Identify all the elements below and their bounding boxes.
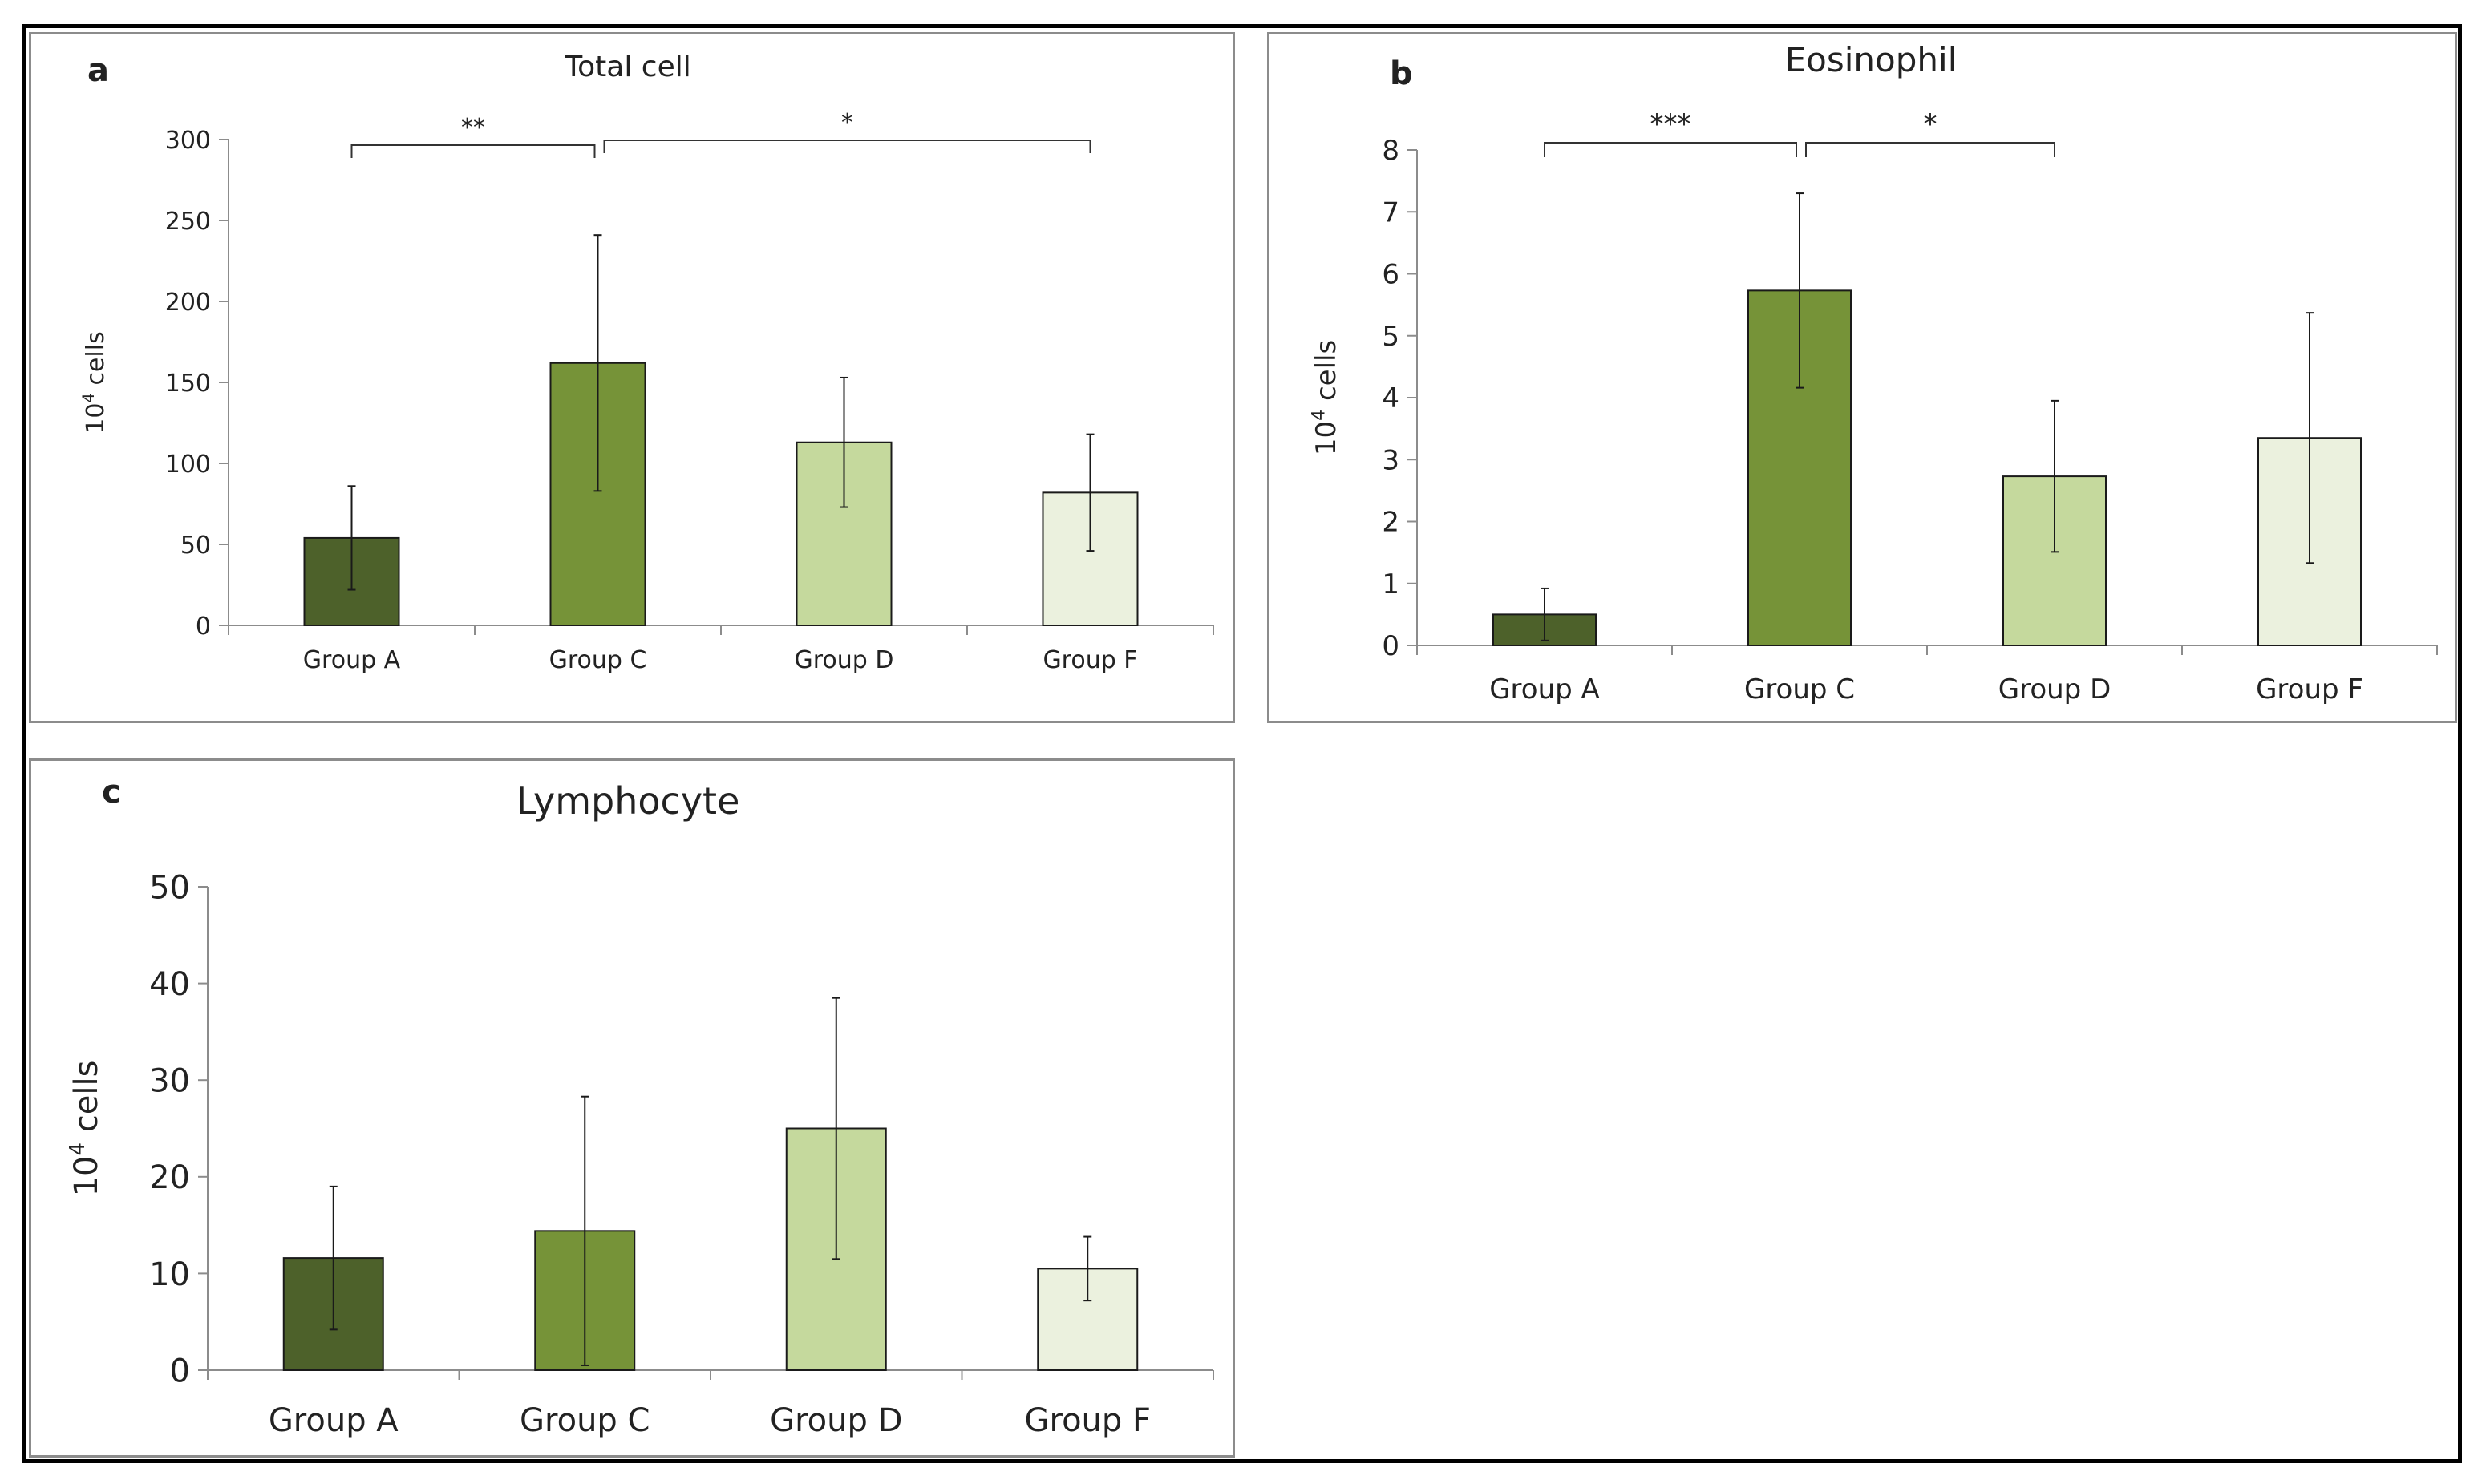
category-label: Group C bbox=[1744, 673, 1855, 706]
panel-c-lymphocyte: c Lymphocyte 0 10 20 30 40 50 104 cells Group A Gr… bbox=[29, 758, 1235, 1458]
y-axis-label: 104 cells bbox=[79, 331, 110, 433]
panel-b-eosinophil: b Eosinophil 0 1 2 3 4 5 6 7 8 104 cells Group A Grou… bbox=[1267, 32, 2457, 723]
y-axis-label-base: 10 bbox=[82, 403, 110, 434]
category-label: Group D bbox=[770, 1402, 902, 1439]
chart-title: Eosinophil bbox=[1785, 40, 1958, 79]
y-tick-label: 40 bbox=[149, 966, 190, 1003]
y-axis-label-unit: cells bbox=[1310, 340, 1342, 410]
category-label: Group F bbox=[2256, 673, 2363, 706]
y-tick-label: 3 bbox=[1382, 444, 1399, 476]
category-label: Group F bbox=[1043, 646, 1137, 674]
y-axis-label: 104 cells bbox=[1308, 340, 1342, 455]
significance-label: * bbox=[1924, 108, 1937, 140]
y-tick-label: 50 bbox=[180, 532, 211, 560]
significance-label: *** bbox=[1650, 108, 1691, 140]
category-label: Group D bbox=[795, 646, 894, 674]
panel-label: b bbox=[1390, 55, 1413, 92]
y-tick-label: 0 bbox=[170, 1353, 190, 1389]
y-tick-label: 200 bbox=[165, 289, 211, 317]
y-tick-label: 4 bbox=[1382, 382, 1399, 414]
y-tick-label: 10 bbox=[149, 1256, 190, 1293]
category-label: Group A bbox=[269, 1402, 399, 1439]
significance-label: * bbox=[841, 109, 853, 137]
y-tick-label: 0 bbox=[1382, 630, 1399, 662]
category-label: Group A bbox=[303, 646, 401, 674]
category-label: Group C bbox=[520, 1402, 650, 1439]
panel-label: a bbox=[87, 52, 109, 89]
chart-title: Lymphocyte bbox=[516, 779, 740, 823]
significance-label: ** bbox=[461, 114, 485, 142]
category-label: Group A bbox=[1489, 673, 1600, 706]
y-tick-label: 5 bbox=[1382, 321, 1399, 353]
y-axis-label-base: 10 bbox=[68, 1156, 105, 1197]
y-axis-label-base: 10 bbox=[1310, 421, 1342, 455]
significance-bracket bbox=[1805, 142, 2055, 157]
y-tick-label: 6 bbox=[1382, 259, 1399, 291]
chart-total-cell: a Total cell 0 50 100 150 200 250 300 104 cells Gr… bbox=[79, 51, 1214, 674]
significance-bracket bbox=[603, 140, 1091, 153]
y-axis-label-unit: cells bbox=[68, 1061, 105, 1142]
y-axis-label-exponent: 4 bbox=[79, 393, 98, 402]
category-label: Group F bbox=[1025, 1402, 1152, 1439]
significance-bracket bbox=[350, 144, 596, 158]
y-tick-label: 50 bbox=[149, 869, 190, 906]
y-tick-label: 20 bbox=[149, 1159, 190, 1196]
y-tick-label: 8 bbox=[1382, 135, 1399, 167]
y-tick-label: 150 bbox=[165, 370, 211, 398]
y-tick-label: 2 bbox=[1382, 507, 1399, 539]
y-axis-label: 104 cells bbox=[66, 1061, 105, 1197]
y-tick-label: 7 bbox=[1382, 196, 1399, 228]
y-tick-label: 100 bbox=[165, 451, 211, 479]
chart-title: Total cell bbox=[564, 51, 690, 83]
y-tick-label: 300 bbox=[165, 127, 211, 155]
panel-label: c bbox=[102, 774, 121, 811]
bar bbox=[1037, 1268, 1139, 1371]
y-tick-label: 30 bbox=[149, 1063, 190, 1100]
y-axis-label-unit: cells bbox=[82, 331, 110, 393]
y-axis-label-exponent: 4 bbox=[66, 1142, 90, 1156]
bar bbox=[1042, 491, 1139, 626]
category-label: Group C bbox=[549, 646, 647, 674]
y-tick-label: 250 bbox=[165, 208, 211, 236]
y-axis-label-exponent: 4 bbox=[1308, 410, 1329, 421]
y-tick-label: 0 bbox=[196, 613, 211, 641]
category-label: Group D bbox=[1998, 673, 2112, 706]
y-tick-label: 1 bbox=[1382, 568, 1399, 600]
figure-frame bbox=[22, 24, 2462, 1463]
panel-a-total-cell: a Total cell 0 50 100 150 200 250 300 104 cells Gr… bbox=[29, 32, 1235, 723]
significance-bracket bbox=[1544, 142, 1797, 157]
